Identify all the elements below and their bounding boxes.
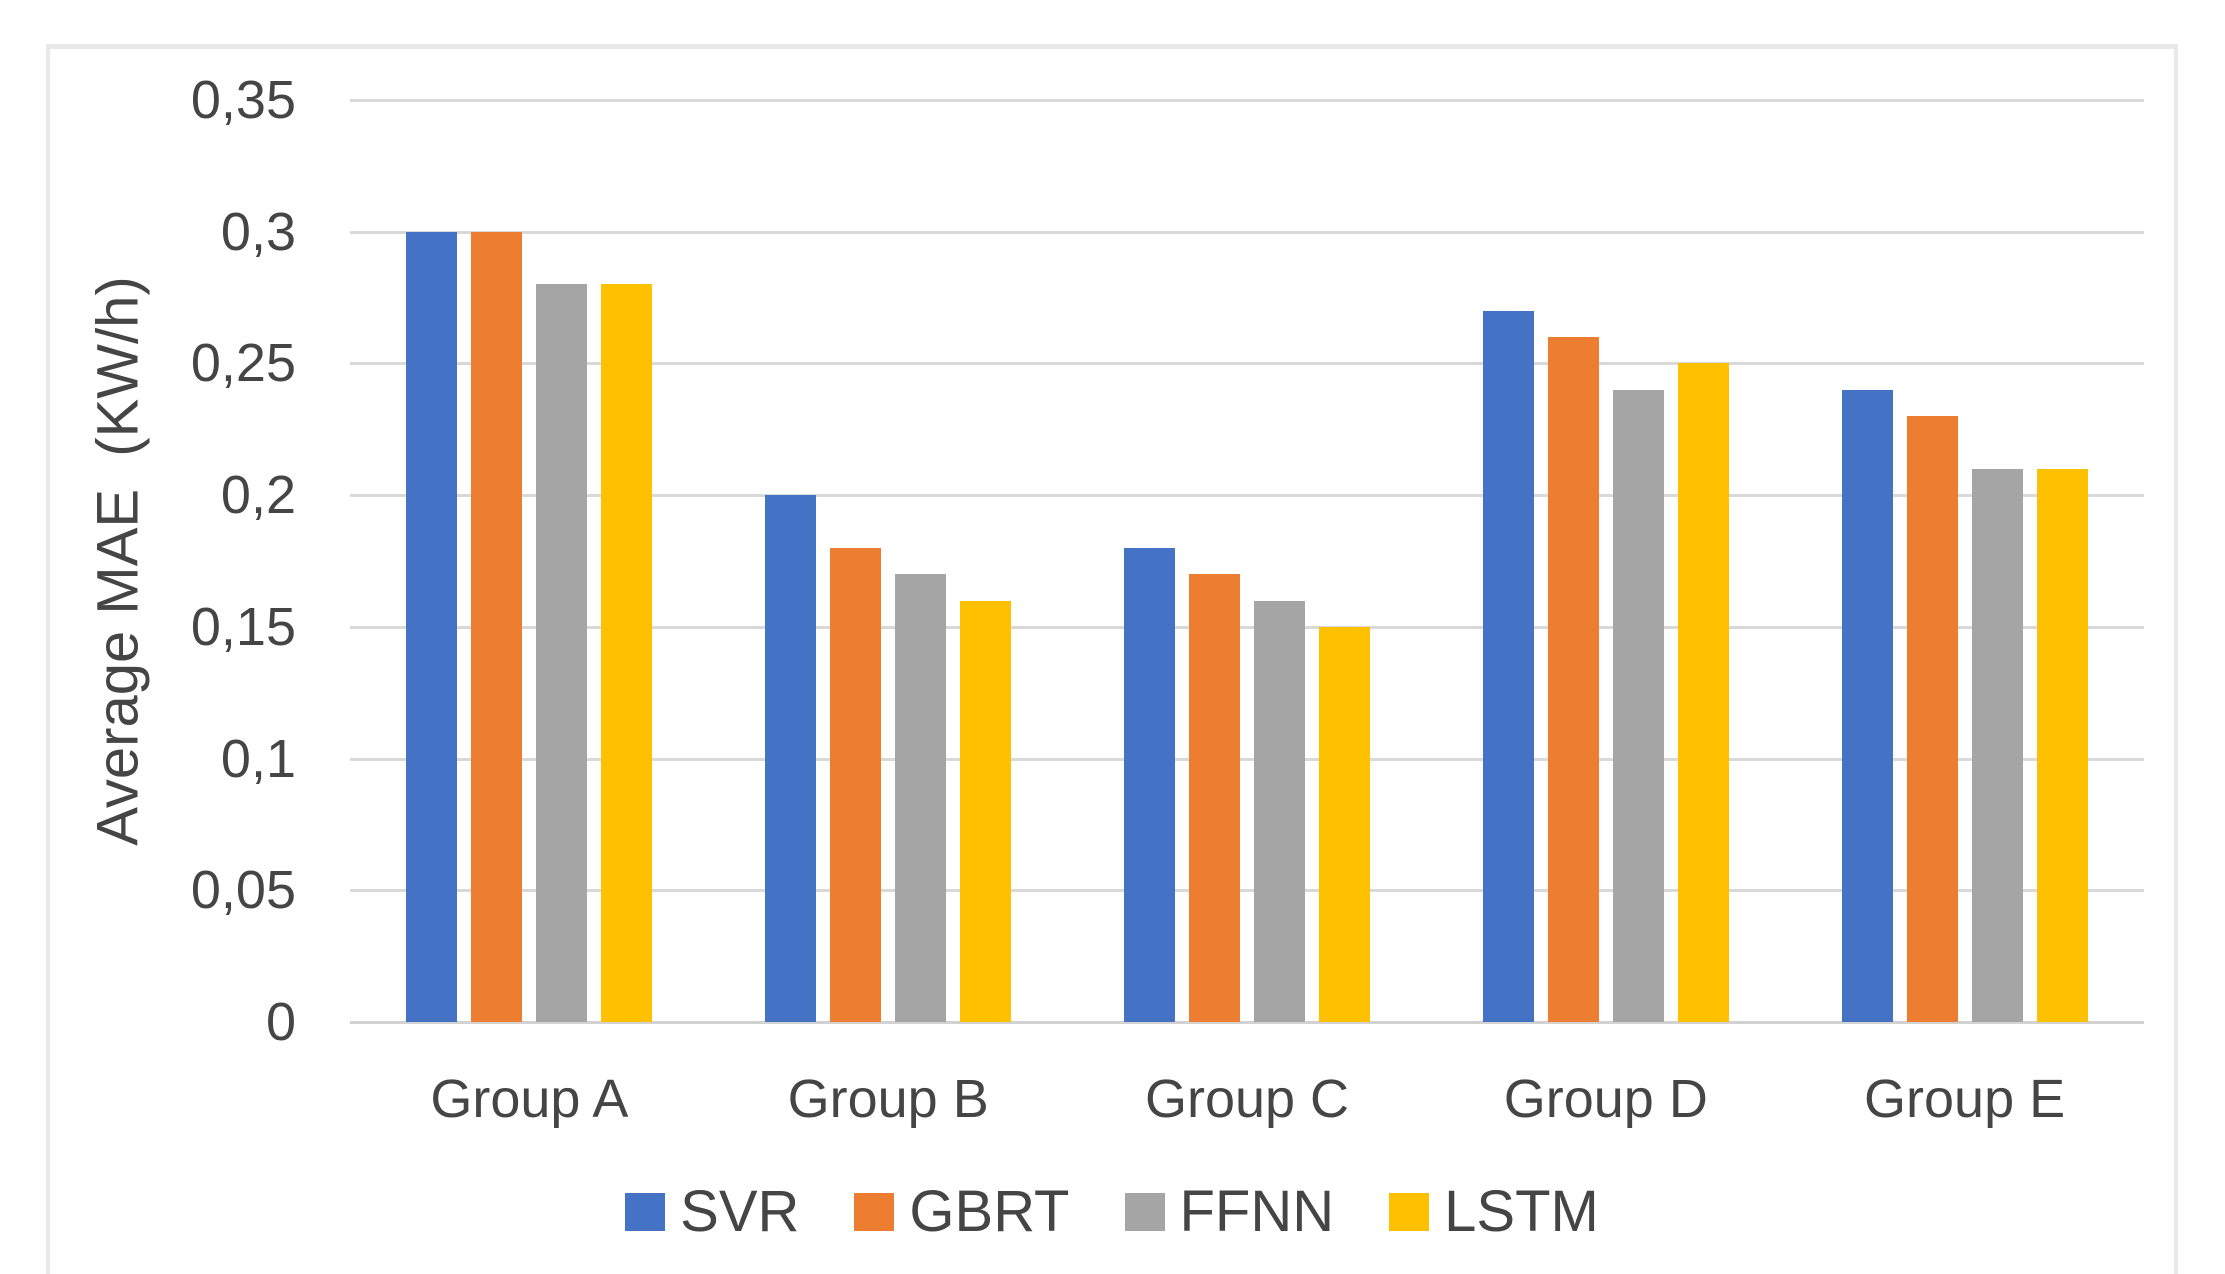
x-axis-label-group-b: Group B xyxy=(787,1069,989,1129)
y-axis-title: Average MAE (KW/h) xyxy=(85,276,151,846)
bar-lstm-group-a xyxy=(601,284,653,1022)
y-tick-label-0-3: 0,3 xyxy=(220,201,296,262)
bar-svr-group-b xyxy=(765,495,817,1022)
legend-swatch-ffnn xyxy=(1124,1193,1165,1231)
legend-swatch-lstm xyxy=(1389,1193,1430,1231)
legend-item-ffnn: FFNN xyxy=(1124,1179,1335,1244)
x-axis-label-group-c: Group C xyxy=(1144,1069,1350,1129)
x-axis-line xyxy=(350,1021,2144,1024)
y-tick-label-0-05: 0,05 xyxy=(190,860,296,921)
bar-lstm-group-e xyxy=(2036,468,2088,1022)
legend-label-svr: SVR xyxy=(680,1179,800,1244)
bar-gbrt-group-a xyxy=(471,231,523,1022)
bar-gbrt-group-e xyxy=(1906,416,1958,1022)
x-axis-label-group-e: Group E xyxy=(1864,1069,2066,1129)
bar-ffnn-group-b xyxy=(895,574,947,1022)
legend-label-ffnn: FFNN xyxy=(1179,1179,1335,1244)
gridline-0-35 xyxy=(350,99,2144,102)
gridline-0-15 xyxy=(350,625,2144,629)
legend-label-lstm: LSTM xyxy=(1444,1179,1599,1244)
bar-ffnn-group-d xyxy=(1612,389,1664,1022)
bar-ffnn-group-a xyxy=(536,284,588,1022)
legend-label-gbrt: GBRT xyxy=(909,1179,1070,1244)
y-tick-label-0-15: 0,15 xyxy=(190,596,296,657)
legend-swatch-gbrt xyxy=(854,1193,895,1231)
bar-svr-group-e xyxy=(1841,389,1893,1022)
bar-svr-group-a xyxy=(406,231,458,1022)
gridline-0-3 xyxy=(350,230,2144,234)
legend-item-svr: SVR xyxy=(625,1183,799,1241)
bar-gbrt-group-b xyxy=(830,547,882,1022)
bar-svr-group-c xyxy=(1124,547,1175,1022)
bar-lstm-group-c xyxy=(1319,626,1370,1022)
gridline-0-2 xyxy=(350,494,2144,498)
legend-swatch-svr xyxy=(625,1193,666,1231)
y-tick-label-0-35: 0,35 xyxy=(190,70,296,130)
chart-frame xyxy=(46,44,2178,1274)
bar-lstm-group-b xyxy=(960,600,1012,1022)
y-tick-label-0: 0 xyxy=(265,992,296,1052)
bar-gbrt-group-d xyxy=(1547,337,1599,1022)
y-tick-label-0-25: 0,25 xyxy=(190,333,296,394)
gridline-0-1 xyxy=(350,757,2144,761)
bar-gbrt-group-c xyxy=(1189,574,1240,1022)
bar-svr-group-d xyxy=(1482,310,1534,1022)
y-tick-label-0-1: 0,1 xyxy=(220,728,296,789)
x-axis-label-group-a: Group A xyxy=(430,1069,629,1129)
bar-ffnn-group-e xyxy=(1971,468,2023,1022)
legend-item-gbrt: GBRT xyxy=(854,1179,1070,1244)
gridline-0-25 xyxy=(350,362,2144,366)
legend-item-lstm: LSTM xyxy=(1389,1183,1599,1241)
gridline-0-05 xyxy=(350,889,2144,893)
y-tick-label-0-2: 0,2 xyxy=(220,465,296,526)
bar-ffnn-group-c xyxy=(1254,600,1305,1022)
x-axis-label-group-d: Group D xyxy=(1503,1069,1708,1129)
bar-lstm-group-d xyxy=(1677,363,1729,1022)
legend: SVR GBRT FFNN LSTM xyxy=(46,1183,2178,1241)
